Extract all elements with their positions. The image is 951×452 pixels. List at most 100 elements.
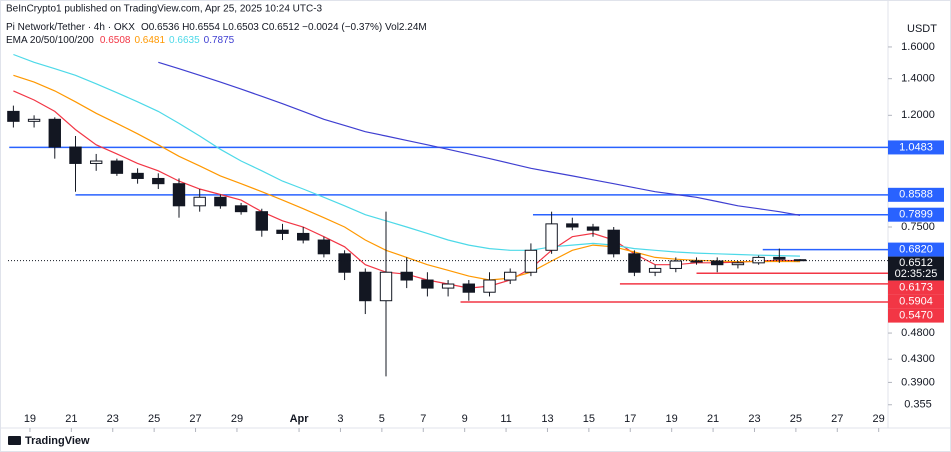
y-tick-label: 1.4000 [901,73,935,85]
candle-body [27,118,41,122]
level-box [888,294,944,309]
x-tick-label: 9 [462,413,468,425]
x-tick-label: 21 [707,413,719,425]
candle-body [193,196,206,207]
candle-body [441,283,455,289]
candle-body [504,271,517,281]
x-tick-label: 5 [379,413,385,425]
x-tick-label: 23 [748,413,760,425]
x-tick-label: 23 [107,413,119,425]
candle-body [131,172,144,179]
x-tick-label: 27 [831,413,843,425]
candle-body [234,205,248,213]
x-tick-label: 13 [541,413,553,425]
candle-body [586,226,600,231]
ema-values: 0.6508 0.6481 0.6635 0.7875 [100,35,235,46]
x-tick-label: 3 [337,413,343,425]
candle-body [711,260,724,266]
candle-body [690,260,703,263]
y-tick-label: 0.3900 [901,376,935,388]
level-label: 0.6173 [899,281,933,293]
x-tick-label: 25 [148,413,160,425]
candle-body [214,196,227,207]
x-tick-label: 15 [583,413,595,425]
footer: TradingView [8,435,90,447]
ema-line [13,53,801,257]
ema-value: 0.6508 [100,35,131,46]
level-box [888,280,944,295]
level-box [888,207,944,222]
candle-body [48,118,61,148]
candle-body [462,283,475,293]
x-tick-label: 21 [65,413,77,425]
plot [7,53,888,377]
candle-body [731,262,745,266]
ema-legend: EMA 20/50/100/200 0.6508 0.6481 0.6635 0.787… [6,35,235,46]
candle-body [773,256,786,260]
y-tick-label: 1.6000 [901,41,935,53]
candle-body [545,223,558,251]
level-box [888,140,944,155]
level-label: 0.6820 [899,243,933,255]
level-label: 0.8588 [899,189,933,201]
x-tick-label: 19 [666,413,678,425]
candle-body [524,249,538,273]
candle-body [69,146,82,164]
countdown: 02:35:25 [895,268,938,280]
x-tick-label: 25 [790,413,802,425]
candle-body [276,229,289,234]
footer-text: TradingView [25,435,90,447]
candle-body [379,271,393,302]
ema-value: 0.6481 [134,35,165,46]
symbol: Pi Network/Tether · 4h · OKX [6,22,135,33]
y-tick-label: 0.355 [904,399,932,411]
candle-body [110,160,124,174]
x-tick-label: 27 [189,413,201,425]
x-tick-label: 7 [420,413,426,425]
candle-body [628,253,641,273]
candle-body [648,267,662,273]
ema-line [158,61,801,216]
x-tick-label: 29 [231,413,243,425]
x-tick-label: 11 [500,413,511,425]
candle-body [89,160,103,164]
publisher: BeInCrypto1 published on TradingView.com… [6,4,323,15]
indicator: EMA 20/50/100/200 [6,35,94,46]
candle-body [483,279,496,293]
x-tick-label: 17 [624,413,636,425]
candle-body [359,271,372,302]
level-box [888,242,944,257]
candle-body [317,239,331,255]
candle-body [400,271,413,281]
candle-body [152,177,165,185]
ema-value: 0.7875 [204,35,235,46]
candle-body [566,223,579,228]
x-tick-label: Apr [290,413,310,425]
candle-body [172,183,186,207]
candle-body [338,253,351,273]
level-label: 1.0483 [899,141,933,153]
y-tick-label: 0.7500 [901,221,935,233]
last-price-label: 0.6512 [899,257,933,269]
candle-body [255,211,268,231]
level-label: 0.5470 [899,309,933,321]
level-label: 0.5904 [899,295,933,307]
candle-body [669,260,683,269]
candle-body [297,232,310,241]
level-box [888,308,944,323]
symbol-legend: Pi Network/Tether · 4h · OKX O0.6536 H0.6… [6,22,427,33]
y-tick-label: 0.4300 [901,353,935,365]
level-label: 0.7899 [899,209,933,221]
currency: USDT [907,23,937,35]
candle-body [421,279,434,289]
candle-body [607,229,620,255]
y-tick-label: 0.4800 [901,327,935,339]
last-price-box [888,256,944,281]
logo [8,436,21,445]
x-tick-label: 29 [873,413,885,425]
y-tick-label: 1.2000 [901,109,935,121]
x-tick-label: 19 [24,413,36,425]
candle-body [7,110,20,122]
